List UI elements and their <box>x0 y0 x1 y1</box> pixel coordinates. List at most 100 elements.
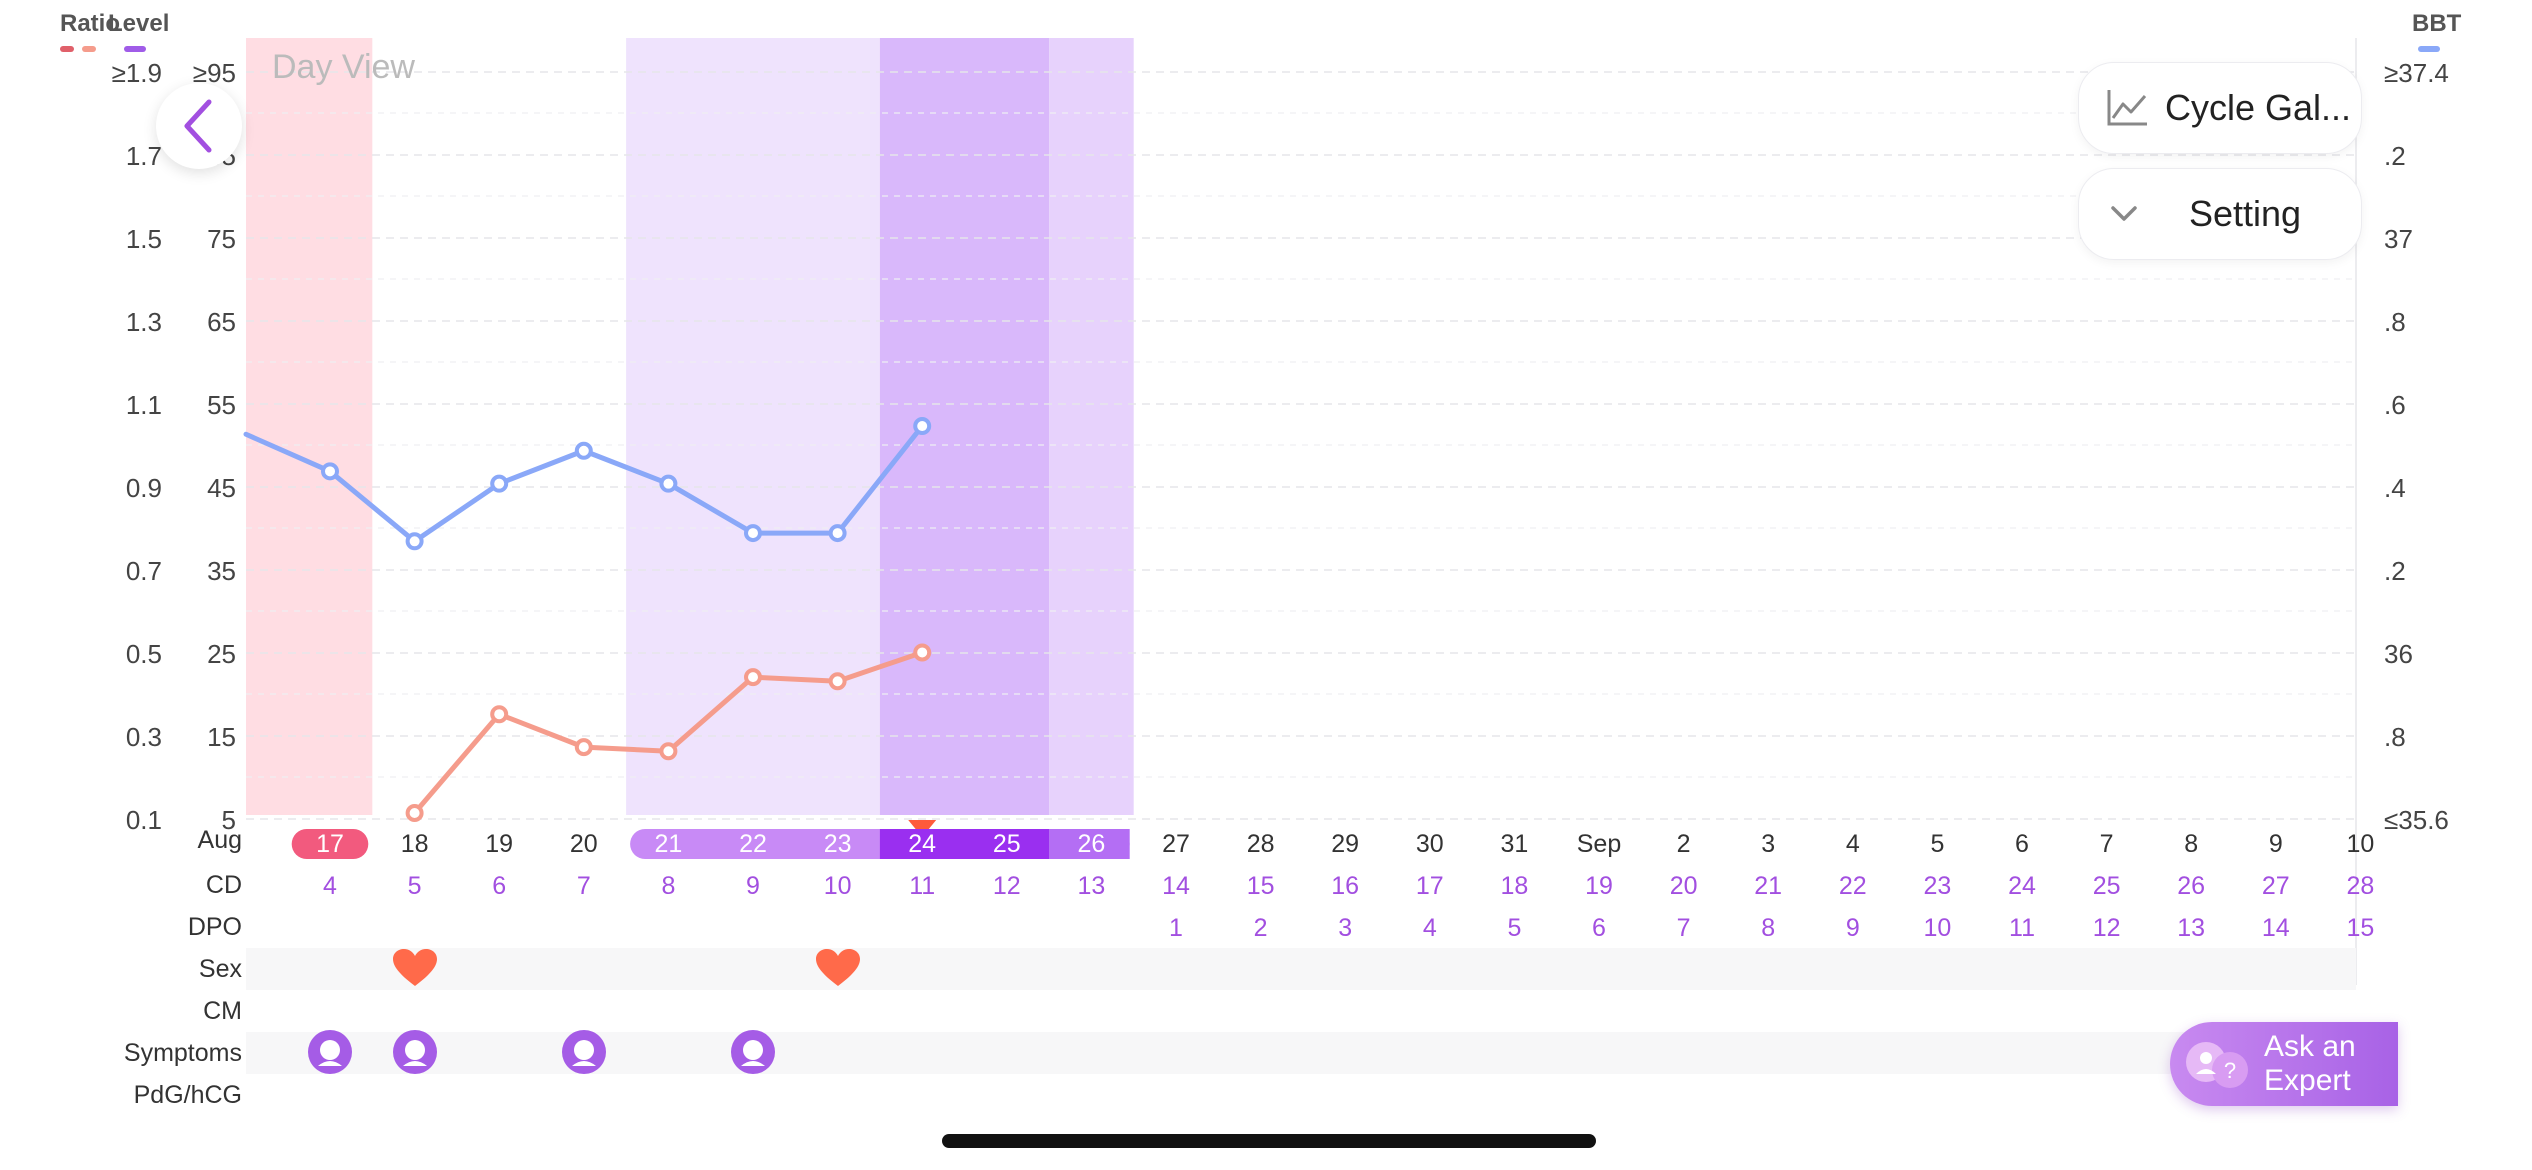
cycle-day-cell[interactable]: 18 <box>1500 872 1529 900</box>
bbt-point <box>744 524 762 543</box>
date-cell[interactable]: 6 <box>2015 830 2029 858</box>
date-cell[interactable]: 5 <box>1930 830 1945 858</box>
cycle-day-cell[interactable]: 25 <box>2092 872 2121 900</box>
date-cell[interactable]: 29 <box>1331 830 1360 858</box>
cycle-day-cell[interactable]: 4 <box>323 872 337 900</box>
date-cell[interactable]: 25 <box>992 830 1021 858</box>
bbt-header: BBT <box>2412 10 2462 37</box>
ticks-ratio-tick: 0.1 <box>125 805 162 835</box>
cycle-day-cell[interactable]: 20 <box>1669 872 1698 900</box>
date-cell[interactable]: 4 <box>1845 830 1860 858</box>
date-cell[interactable]: 30 <box>1415 830 1444 858</box>
back-button[interactable] <box>156 83 242 169</box>
cycle-day-cell[interactable]: 22 <box>1838 872 1867 900</box>
date-pill-period <box>291 829 369 859</box>
cycle-day-cell[interactable]: 10 <box>823 872 852 900</box>
cycle-day-cell[interactable]: 16 <box>1331 872 1360 900</box>
phase-band-fertile_tail <box>1049 38 1134 815</box>
date-cell[interactable]: 31 <box>1500 830 1529 858</box>
date-cell[interactable]: 17 <box>316 830 344 858</box>
date-cell[interactable]: 28 <box>1246 830 1275 858</box>
bbt-point <box>659 474 678 493</box>
breast-symptom-icon[interactable] <box>392 1030 437 1074</box>
cycle-day-cell[interactable]: 28 <box>2346 872 2375 900</box>
date-cell[interactable]: 10 <box>2346 830 2375 858</box>
cycle-day-cell[interactable]: 8 <box>661 872 676 900</box>
date-cell[interactable]: 22 <box>739 830 767 858</box>
cycle-day-cell[interactable]: 26 <box>2177 872 2206 900</box>
date-cell[interactable]: 3 <box>1761 830 1776 858</box>
date-cell[interactable]: 21 <box>654 830 683 858</box>
cycle-day-cell[interactable]: 5 <box>407 872 422 900</box>
cycle-gallery-button[interactable]: Cycle Gal... <box>2078 62 2362 154</box>
pdg-row-label: PdG/hCG <box>133 1081 242 1109</box>
dpo-cell[interactable]: 2 <box>1253 914 1268 942</box>
dpo-cell[interactable]: 4 <box>1422 914 1437 942</box>
head-symptom-icon[interactable] <box>308 1030 352 1074</box>
date-cell[interactable]: 20 <box>569 830 598 858</box>
ask-expert-button[interactable]: ? Ask an Expert <box>2170 1022 2398 1106</box>
cycle-day-cell[interactable]: 21 <box>1754 872 1783 900</box>
dpo-cell[interactable]: 1 <box>1169 914 1183 942</box>
date-cell[interactable]: 7 <box>2099 830 2114 858</box>
heart-icon[interactable] <box>814 948 862 993</box>
phase-band-period <box>246 38 373 815</box>
home-indicator[interactable] <box>942 1134 1596 1148</box>
cycle-day-cell[interactable]: 13 <box>1077 872 1106 900</box>
cycle-day-cell[interactable]: 15 <box>1246 872 1275 900</box>
dpo-cell[interactable]: 6 <box>1592 914 1606 942</box>
dpo-cell[interactable]: 13 <box>2177 914 2206 942</box>
cycle-day-cell[interactable]: 24 <box>2008 872 2036 900</box>
ticks-bbt-tick: 36 <box>2384 639 2413 669</box>
dpo-cell[interactable]: 15 <box>2346 914 2375 942</box>
dpo-cell[interactable]: 10 <box>1923 914 1952 942</box>
cd-row-label: CD <box>205 871 242 899</box>
cycle-day-cell[interactable]: 9 <box>746 872 760 900</box>
date-cell[interactable]: Sep <box>1576 830 1622 858</box>
cycle-day-cell[interactable]: 11 <box>909 872 936 900</box>
cm-row-label: CM <box>203 997 242 1025</box>
ticks-ratio-tick: 1.7 <box>125 141 162 171</box>
date-cell[interactable]: 9 <box>2268 830 2283 858</box>
setting-button[interactable]: Setting <box>2078 168 2362 260</box>
phase-band-fertile_peak <box>879 38 1050 815</box>
ticks-bbt-tick: .4 <box>2384 473 2406 503</box>
dpo-cell[interactable]: 14 <box>2261 914 2290 942</box>
dpo-cell[interactable]: 12 <box>2092 914 2121 942</box>
bbt-point <box>913 417 932 436</box>
dpo-cell[interactable]: 7 <box>1676 914 1691 942</box>
date-cell[interactable]: 2 <box>1676 830 1691 858</box>
cycle-day-cell[interactable]: 7 <box>576 872 591 900</box>
mood-symptom-icon[interactable] <box>731 1030 775 1074</box>
ticks-level-tick: 35 <box>207 556 236 586</box>
dpo-cell[interactable]: 11 <box>2009 914 2035 942</box>
cycle-day-cell[interactable]: 19 <box>1585 872 1613 900</box>
ticks-bbt-tick: .2 <box>2384 141 2406 171</box>
date-cell[interactable]: 8 <box>2184 830 2199 858</box>
date-cell[interactable]: 19 <box>485 830 514 858</box>
cycle-day-cell[interactable]: 12 <box>992 872 1021 900</box>
dpo-cell[interactable]: 5 <box>1507 914 1522 942</box>
energy-symptom-icon[interactable] <box>561 1030 606 1074</box>
ticks-ratio-tick: ≥1.9 <box>111 58 162 88</box>
date-cell[interactable]: 18 <box>400 830 429 858</box>
cycle-day-cell[interactable]: 17 <box>1415 872 1444 900</box>
ticks-ratio-tick: 1.5 <box>125 224 162 254</box>
bbt-point <box>828 524 847 543</box>
line-chart-icon <box>2107 90 2147 126</box>
dpo-cell[interactable]: 9 <box>1845 914 1860 942</box>
date-cell[interactable]: 27 <box>1162 830 1190 858</box>
cycle-day-cell[interactable]: 23 <box>1923 872 1952 900</box>
today-marker <box>908 820 937 837</box>
dpo-cell[interactable]: 3 <box>1338 914 1353 942</box>
expert-chat-icon: ? <box>2186 1042 2248 1088</box>
heart-icon[interactable] <box>391 948 439 993</box>
date-cell[interactable]: 23 <box>823 830 852 858</box>
cycle-day-cell[interactable]: 27 <box>2261 872 2290 900</box>
date-cell[interactable]: 24 <box>908 830 937 858</box>
cycle-day-cell[interactable]: 14 <box>1162 872 1190 900</box>
dpo-cell[interactable]: 8 <box>1761 914 1776 942</box>
date-cell[interactable]: 26 <box>1077 830 1106 858</box>
cycle-day-cell[interactable]: 6 <box>492 872 507 900</box>
